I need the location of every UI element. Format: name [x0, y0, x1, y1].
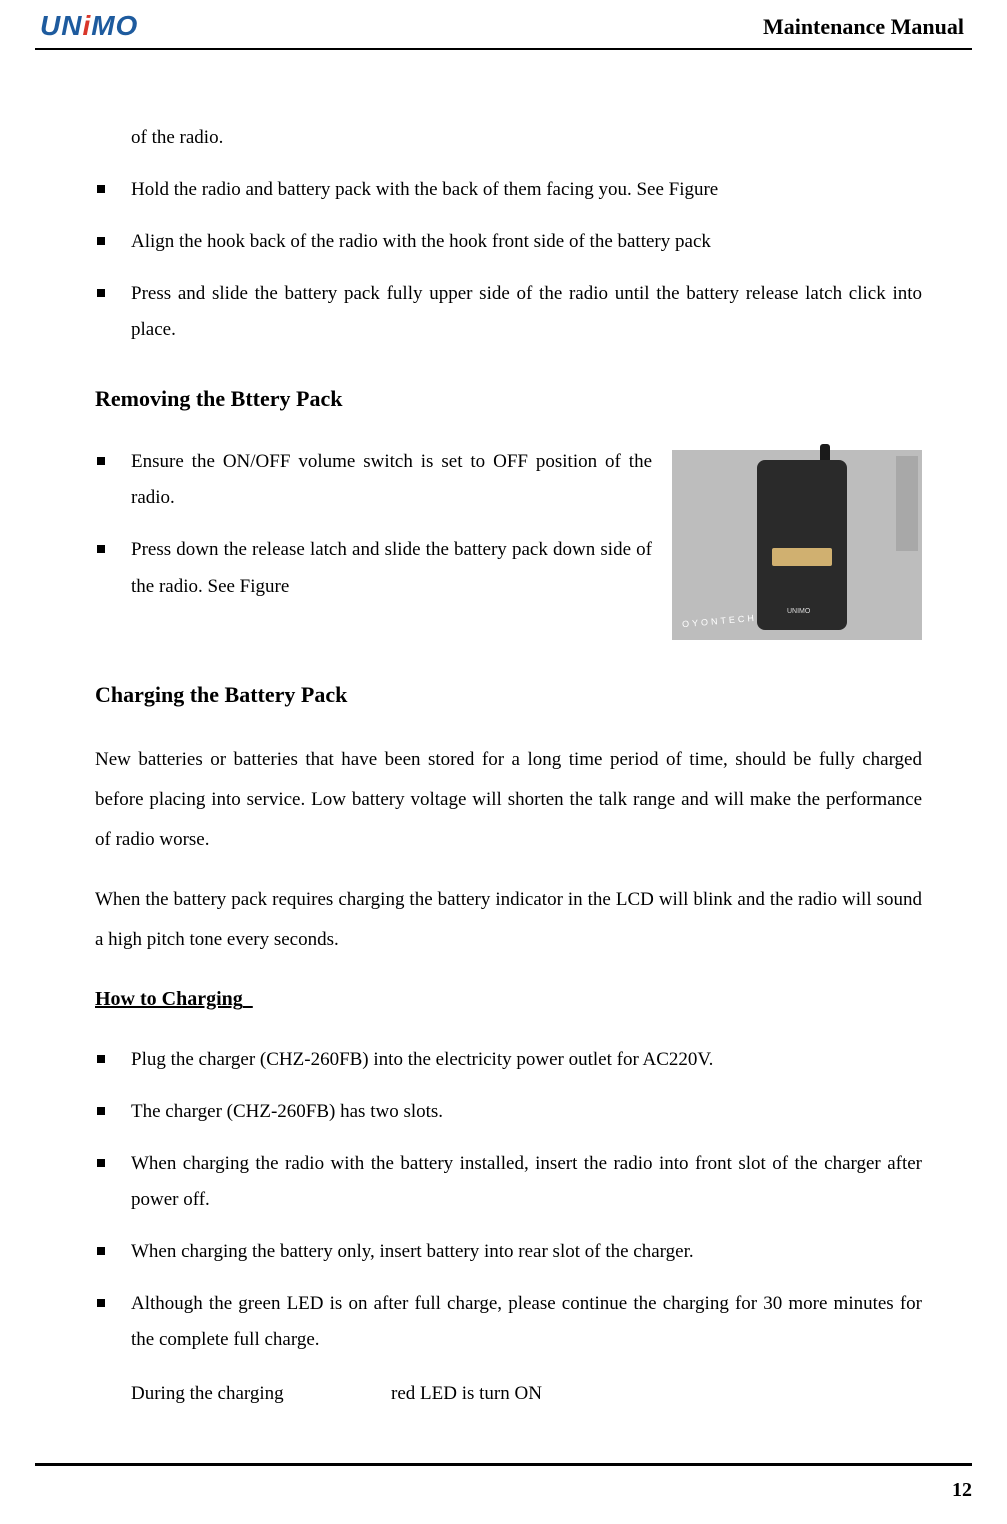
removing-row: Ensure the ON/OFF volume switch is set t… [95, 444, 922, 640]
howto-heading-text: How to Charging [95, 988, 243, 1010]
document-title: Maintenance Manual [763, 14, 972, 42]
page-header: UNiMO Maintenance Manual [35, 10, 972, 46]
charging-heading: Charging the Battery Pack [95, 674, 922, 716]
figure-left-label: OYONTECH [681, 610, 757, 634]
list-item: Hold the radio and battery pack with the… [95, 172, 922, 208]
list-item: When charging the battery only, insert b… [95, 1234, 922, 1270]
install-bullets: Hold the radio and battery pack with the… [95, 172, 922, 348]
list-item: Ensure the ON/OFF volume switch is set t… [95, 444, 652, 516]
removing-bullets: Ensure the ON/OFF volume switch is set t… [95, 444, 652, 620]
led-status-table: During the charging red LED is turn ON [131, 1376, 922, 1412]
logo-text-pre: UN [40, 10, 82, 41]
list-item: Align the hook back of the radio with th… [95, 224, 922, 260]
page-content: of the radio. Hold the radio and battery… [35, 50, 972, 1412]
list-item: Press down the release latch and slide t… [95, 532, 652, 604]
logo-text-post: MO [91, 10, 138, 41]
document-page: UNiMO Maintenance Manual of the radio. H… [0, 0, 1007, 1412]
radio-figure: OYONTECH UNIMO [672, 450, 922, 640]
howto-bullets: Plug the charger (CHZ-260FB) into the el… [95, 1042, 922, 1359]
figure-side-strip [896, 456, 918, 551]
led-state: red LED is turn ON [391, 1376, 542, 1412]
list-item: When charging the radio with the battery… [95, 1146, 922, 1218]
removing-heading: Removing the Bttery Pack [95, 378, 922, 420]
list-item: Press and slide the battery pack fully u… [95, 276, 922, 348]
brand-logo: UNiMO [35, 10, 138, 42]
page-number: 12 [952, 1479, 972, 1502]
footer-divider [35, 1463, 972, 1466]
table-row: During the charging red LED is turn ON [131, 1376, 922, 1412]
charging-para-2: When the battery pack requires charging … [95, 880, 922, 960]
list-item: The charger (CHZ-260FB) has two slots. [95, 1094, 922, 1130]
continuation-text: of the radio. [131, 120, 922, 156]
list-item: Plug the charger (CHZ-260FB) into the el… [95, 1042, 922, 1078]
radio-screen-icon [772, 548, 832, 566]
charging-para-1: New batteries or batteries that have bee… [95, 740, 922, 860]
led-label: During the charging [131, 1376, 391, 1412]
figure-brand-label: UNIMO [787, 605, 810, 618]
logo-dot-icon: i [82, 10, 91, 41]
howto-heading: How to Charging [95, 980, 922, 1018]
list-item: Although the green LED is on after full … [95, 1286, 922, 1358]
